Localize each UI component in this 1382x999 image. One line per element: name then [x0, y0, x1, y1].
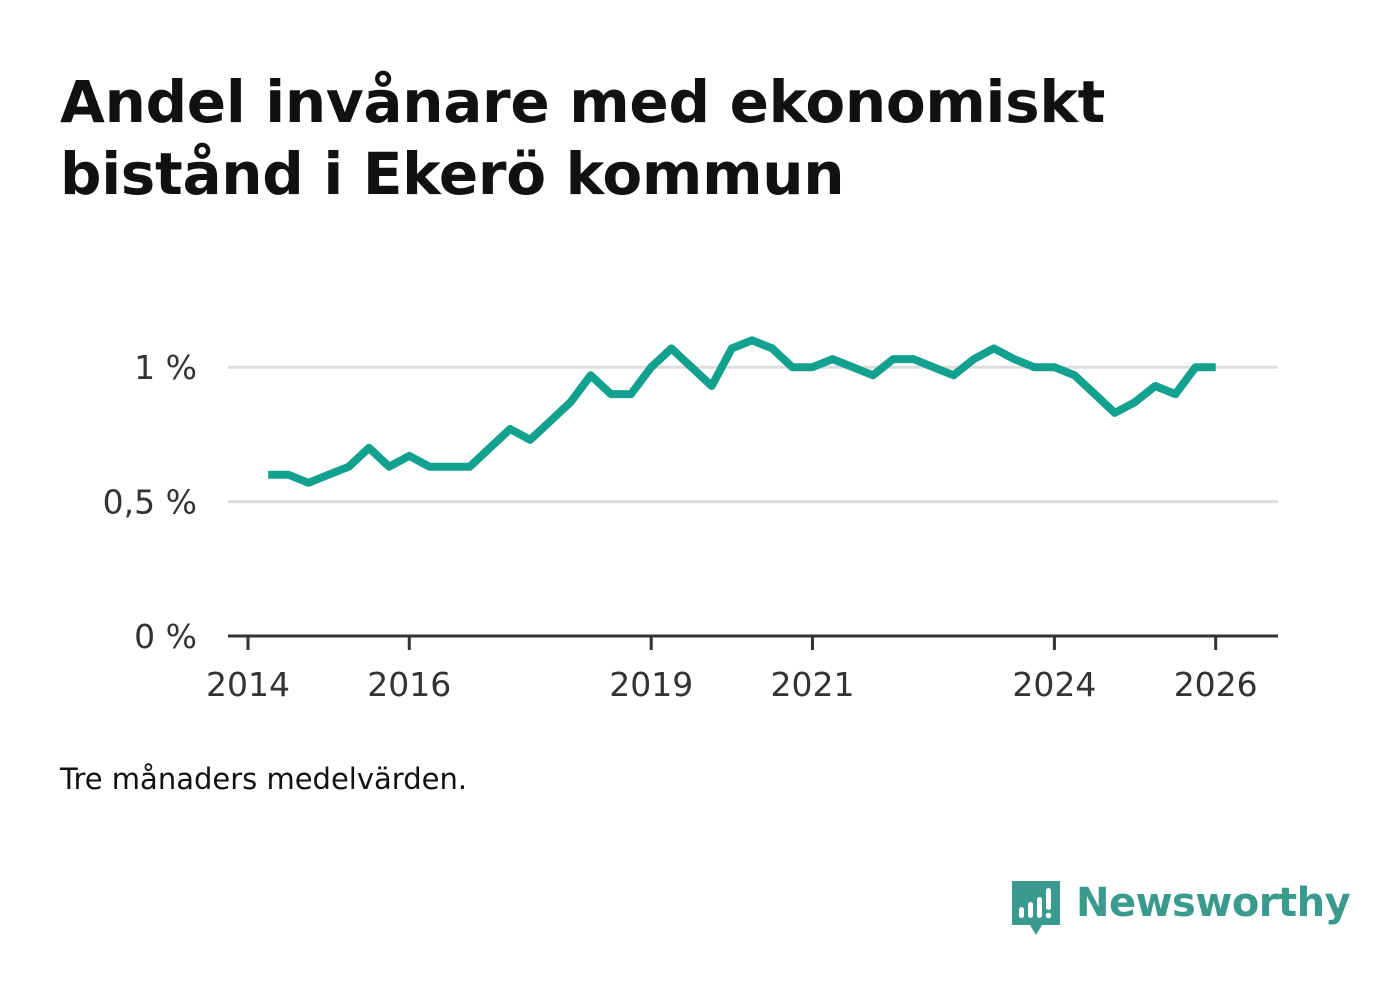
x-axis: [228, 634, 1278, 650]
series-line: [268, 336, 1216, 487]
chart-title: Andel invånare med ekonomiskt bistånd i …: [60, 68, 1106, 208]
y-axis-labels: 0 % 0,5 % 1 %: [103, 348, 197, 656]
x-tick-label: 2024: [1012, 665, 1096, 704]
y-tick-label: 0 %: [134, 617, 197, 656]
x-tick-label: 2014: [206, 665, 290, 704]
series-layer: [268, 336, 1216, 487]
gridlines: [228, 365, 1278, 504]
x-tick-label: 2019: [609, 665, 693, 704]
y-tick-label: 0,5 %: [103, 483, 197, 522]
chart-note: Tre månaders medelvärden.: [60, 762, 468, 796]
x-axis-labels: 2014 2016 2019 2021 2024 2026: [206, 665, 1258, 704]
x-tick-label: 2021: [770, 665, 854, 704]
newsworthy-logo-icon: [1012, 881, 1060, 935]
brand-name: Newsworthy: [1076, 880, 1351, 926]
y-tick-label: 1 %: [134, 348, 197, 387]
x-tick-label: 2026: [1174, 665, 1258, 704]
brand-logo[interactable]: Newsworthy: [1010, 876, 1351, 946]
x-tick-label: 2016: [367, 665, 451, 704]
